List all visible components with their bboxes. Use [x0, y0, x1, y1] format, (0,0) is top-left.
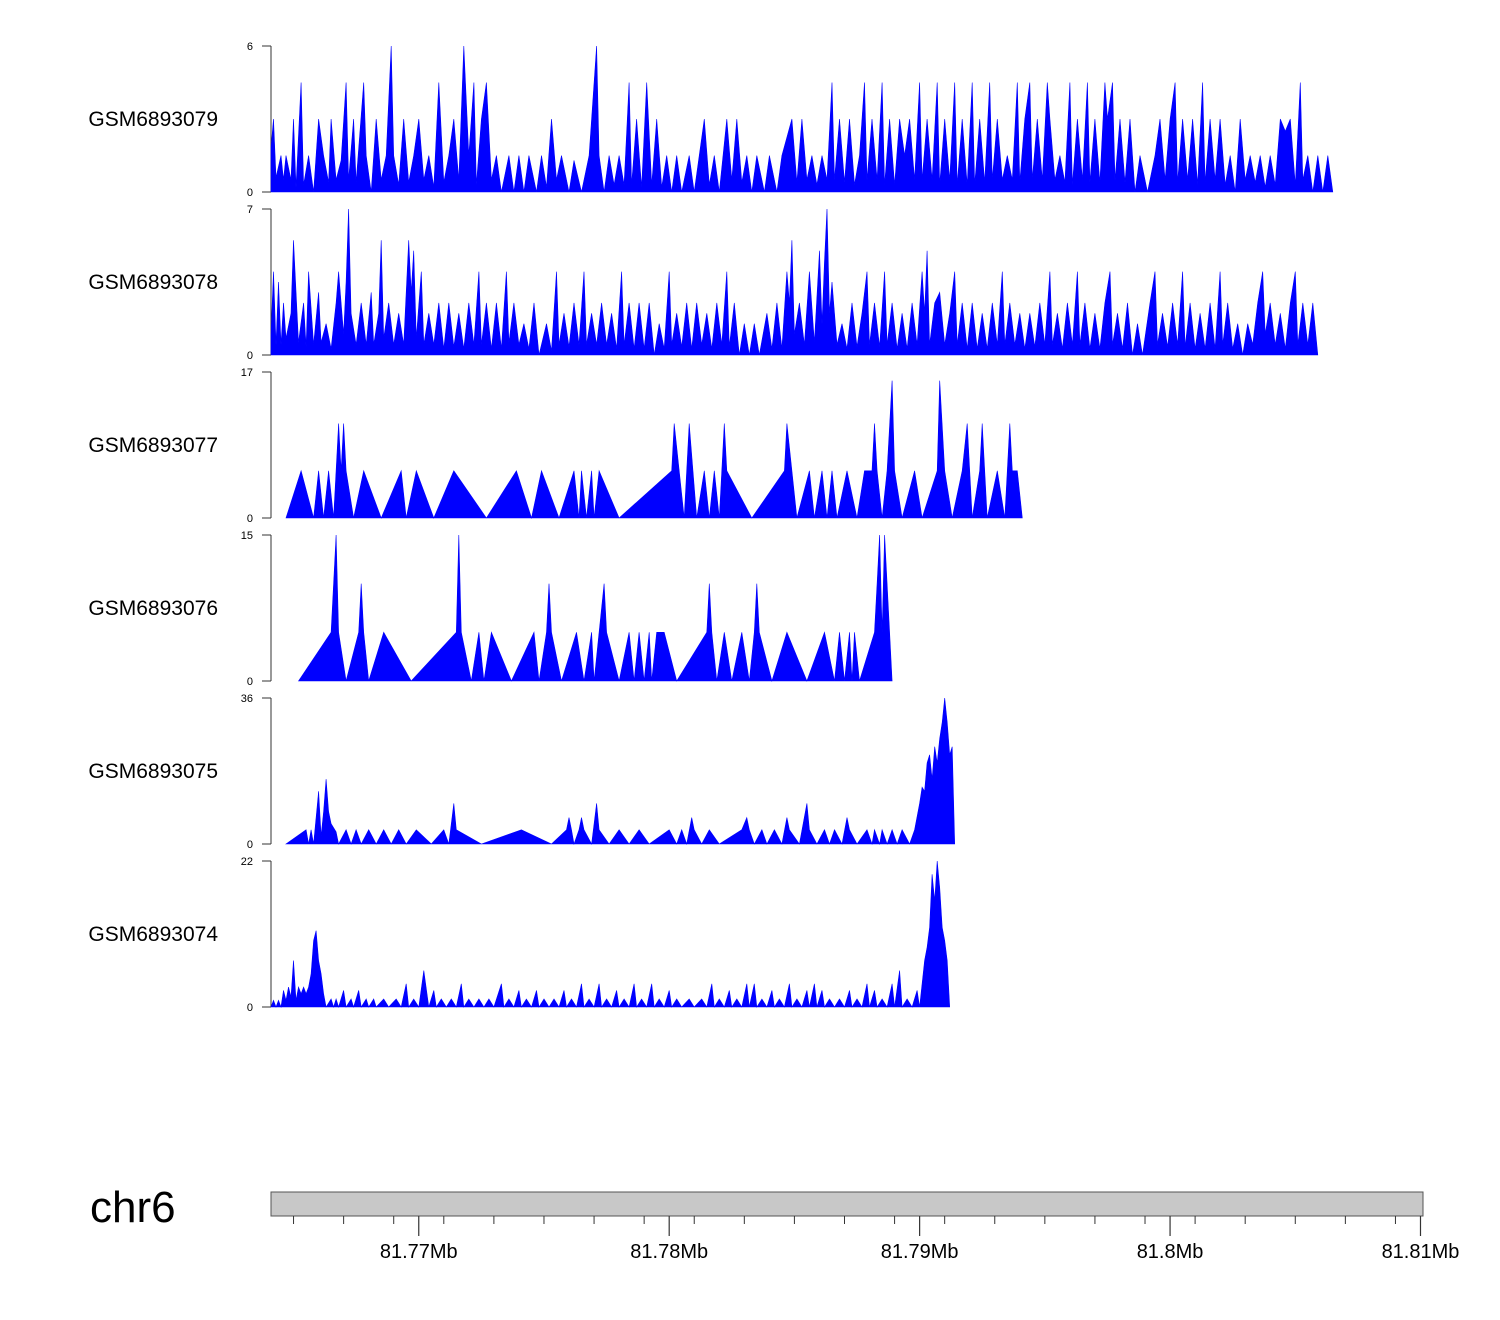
coverage-area [270, 45, 1334, 193]
x-tick-label: 81.77Mb [380, 1241, 458, 1263]
chromosome-label: chr6 [90, 1183, 176, 1232]
track-label: GSM6893079 [88, 108, 218, 131]
track-label: GSM6893074 [88, 923, 218, 946]
chromosome-axis: chr6 81.77Mb 81.78Mb 81.79Mb 81.8Mb 81.81Mb [90, 1183, 1459, 1263]
y-min-label: 0 [247, 187, 253, 199]
y-max-label: 7 [247, 204, 253, 216]
track-GSM6893078: GSM6893078 7 0 [88, 204, 1319, 362]
track-label: GSM6893078 [88, 271, 218, 294]
y-min-label: 0 [247, 350, 253, 362]
x-tick-label: 81.78Mb [630, 1241, 708, 1263]
chromosome-bar [270, 1191, 1424, 1217]
y-max-label: 22 [241, 856, 253, 868]
y-min-label: 0 [247, 839, 253, 851]
y-max-label: 6 [247, 41, 253, 53]
track-GSM6893076: GSM6893076 15 0 [88, 530, 893, 688]
track-label: GSM6893077 [88, 434, 218, 457]
x-tick-label: 81.79Mb [881, 1241, 959, 1263]
y-min-label: 0 [247, 1002, 253, 1014]
minor-ticks [293, 1216, 1396, 1224]
x-tick-label: 81.81Mb [1382, 1241, 1460, 1263]
y-min-label: 0 [247, 676, 253, 688]
major-ticks: 81.77Mb 81.78Mb 81.79Mb 81.8Mb 81.81Mb [380, 1216, 1460, 1263]
track-GSM6893079: GSM6893079 6 0 [88, 41, 1334, 199]
y-max-label: 36 [241, 693, 253, 705]
x-tick-label: 81.8Mb [1137, 1241, 1204, 1263]
track-GSM6893077: GSM6893077 17 0 [88, 367, 1023, 525]
track-label: GSM6893076 [88, 597, 218, 620]
coverage-area [270, 208, 1319, 356]
coverage-area [297, 534, 893, 683]
coverage-tracks: GSM689307960GSM689307870GSM6893077170GSM… [88, 41, 1334, 1014]
track-GSM6893074: GSM6893074 22 0 [88, 856, 951, 1014]
coverage-area [270, 860, 951, 1009]
track-label: GSM6893075 [88, 760, 218, 783]
coverage-area [285, 380, 1023, 520]
y-max-label: 15 [241, 530, 253, 542]
coverage-area [285, 697, 956, 846]
y-max-label: 17 [241, 367, 253, 379]
y-min-label: 0 [247, 513, 253, 525]
track-GSM6893075: GSM6893075 36 0 [88, 693, 956, 851]
